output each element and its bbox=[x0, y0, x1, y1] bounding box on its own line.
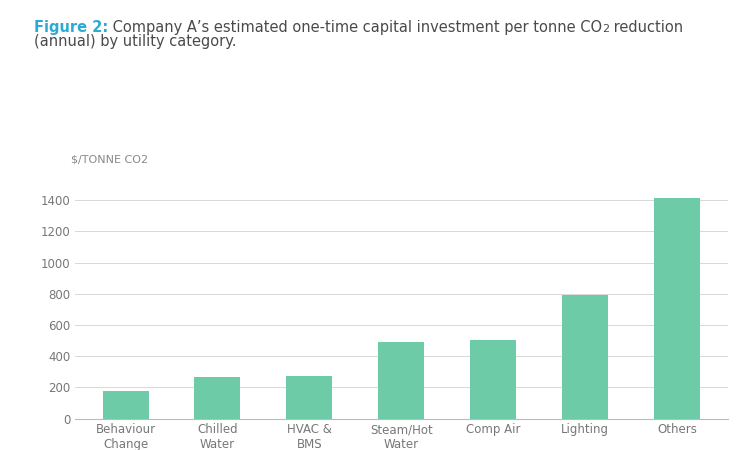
Bar bbox=[103, 391, 148, 419]
Text: Company A’s estimated one-time capital investment per tonne CO: Company A’s estimated one-time capital i… bbox=[108, 20, 602, 35]
Text: reduction: reduction bbox=[609, 20, 683, 35]
Bar bbox=[654, 198, 700, 418]
Text: 2: 2 bbox=[602, 24, 609, 34]
Text: (annual) by utility category.: (annual) by utility category. bbox=[34, 34, 236, 49]
Bar bbox=[194, 377, 241, 418]
Bar bbox=[470, 340, 516, 418]
Text: $/TONNE CO2: $/TONNE CO2 bbox=[71, 154, 148, 164]
Bar bbox=[378, 342, 424, 418]
Bar bbox=[562, 295, 608, 418]
Text: Figure 2:: Figure 2: bbox=[34, 20, 108, 35]
Bar bbox=[286, 376, 332, 419]
